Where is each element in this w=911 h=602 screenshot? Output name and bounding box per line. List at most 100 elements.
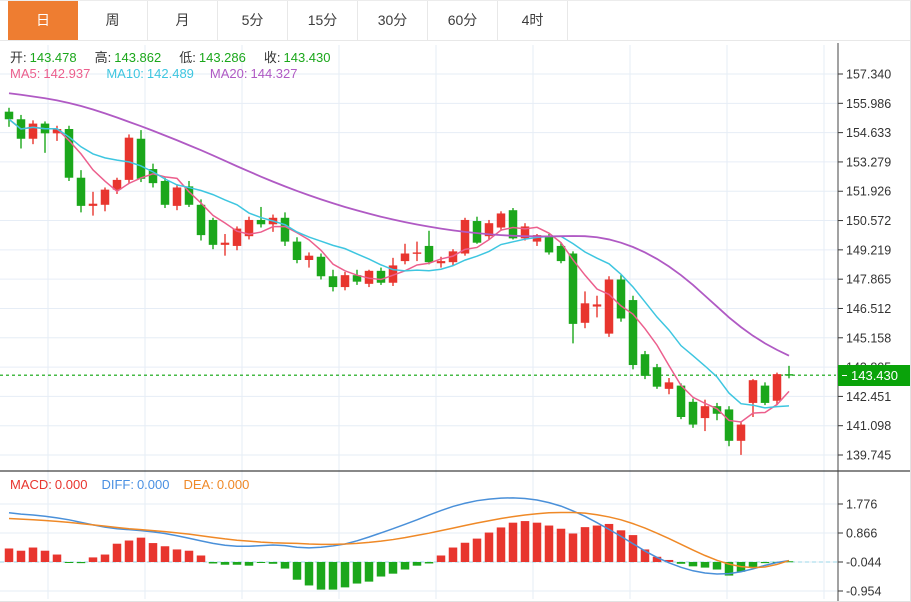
candle-body	[400, 253, 410, 262]
macd-value: 0.000	[54, 477, 88, 492]
macd-bar	[508, 522, 518, 562]
macd-bar	[268, 562, 278, 564]
macd-axis-tick: -0.954	[846, 585, 881, 599]
macd-bar	[4, 548, 14, 562]
macd-bar	[340, 562, 350, 588]
candle-body	[292, 241, 302, 261]
macd-value-readout: MACD: 0.000	[10, 477, 87, 492]
tab-30min[interactable]: 30分	[358, 1, 428, 40]
candle-body	[544, 236, 554, 253]
candle-body	[520, 226, 530, 239]
diff-value: 0.000	[136, 477, 170, 492]
macd-bar	[484, 532, 494, 562]
macd-bar	[640, 549, 650, 562]
macd-axis-tick: 1.776	[846, 497, 877, 511]
macd-bar	[400, 562, 410, 570]
price-axis-tick: 145.158	[846, 331, 891, 345]
tab-5min[interactable]: 5分	[218, 1, 288, 40]
last-price-badge: 143.430	[838, 365, 910, 386]
price-axis-tick: 150.572	[846, 214, 891, 228]
macd-bar	[760, 562, 770, 564]
macd-bar	[28, 547, 38, 562]
macd-bar	[496, 527, 506, 562]
candle-body	[88, 203, 98, 206]
macd-bar	[532, 522, 542, 562]
macd-label: MACD:	[10, 477, 52, 492]
last-price-value: 143.430	[851, 368, 898, 383]
candle-body	[220, 242, 230, 245]
dea-value-readout: DEA: 0.000	[183, 477, 249, 492]
macd-bar	[220, 562, 230, 565]
macd-bar	[568, 533, 578, 562]
ma10-line	[8, 118, 790, 409]
tab-60min[interactable]: 60分	[428, 1, 498, 40]
tab-15min[interactable]: 15分	[288, 1, 358, 40]
candle-body	[28, 123, 38, 139]
candle-body	[616, 279, 626, 319]
price-axis-tick: 157.340	[846, 68, 891, 82]
candle-body	[436, 261, 446, 264]
ma5-line	[8, 118, 790, 423]
candle-body	[628, 300, 638, 366]
candle-body	[784, 374, 794, 376]
macd-bar	[424, 562, 434, 564]
candle-body	[700, 406, 710, 419]
macd-bar	[712, 562, 722, 570]
price-axis-tick: 154.633	[846, 126, 891, 140]
macd-bar	[160, 546, 170, 562]
price-axis-tick: 139.745	[846, 449, 891, 463]
candle-body	[760, 385, 770, 403]
candle-body	[364, 270, 374, 284]
candle-body	[280, 217, 290, 242]
price-axis-tick: 151.926	[846, 185, 891, 199]
candle-body	[424, 245, 434, 263]
tab-weekly[interactable]: 周	[78, 1, 148, 40]
price-axis-tick: 147.865	[846, 273, 891, 287]
macd-bar	[328, 562, 338, 590]
dea-label: DEA:	[183, 477, 214, 492]
candle-body	[208, 219, 218, 245]
macd-bar	[676, 562, 686, 564]
tab-4hour[interactable]: 4时	[498, 1, 568, 40]
ma20-readout: MA20: 144.327	[210, 66, 298, 81]
candle-body	[604, 279, 614, 334]
macd-bar	[460, 542, 470, 562]
ma10-value: 142.489	[146, 66, 194, 81]
candle-body	[688, 401, 698, 425]
macd-bar	[232, 562, 242, 565]
candle-body	[160, 180, 170, 205]
candle-body	[340, 275, 350, 288]
candle-body	[4, 111, 14, 120]
candlestick-chart-canvas[interactable]: 157.340 155.986 154.633 153.279 151.926 150.5…	[0, 41, 911, 602]
close-value: 143.430	[283, 50, 331, 65]
candle-body	[592, 304, 602, 307]
period-tab-bar: 日 周 月 5分 15分 30分 60分 4时	[0, 1, 910, 41]
macd-bar	[304, 562, 314, 586]
macd-bar	[652, 556, 662, 562]
candle-body	[124, 137, 134, 180]
macd-bar	[592, 525, 602, 562]
macd-bar	[316, 562, 326, 590]
macd-bar	[472, 538, 482, 562]
macd-bar	[448, 547, 458, 562]
macd-bar	[352, 562, 362, 584]
macd-bar	[280, 562, 290, 569]
tab-daily[interactable]: 日	[8, 1, 78, 40]
macd-bar	[76, 562, 86, 564]
candle-body	[376, 270, 386, 283]
price-axis-tick: 155.986	[846, 97, 891, 111]
macd-bar	[256, 562, 266, 563]
high-value: 143.862	[114, 50, 162, 65]
diff-label: DIFF:	[101, 477, 134, 492]
macd-bar	[628, 535, 638, 562]
tab-monthly[interactable]: 月	[148, 1, 218, 40]
price-axis-tick: 146.512	[846, 302, 891, 316]
candle-body	[232, 228, 242, 246]
low-label: 低:	[179, 50, 196, 65]
high-label: 高:	[94, 50, 112, 65]
ma20-line	[8, 92, 790, 357]
macd-bar	[364, 562, 374, 582]
candle-body	[472, 221, 482, 243]
macd-bar	[436, 555, 446, 562]
